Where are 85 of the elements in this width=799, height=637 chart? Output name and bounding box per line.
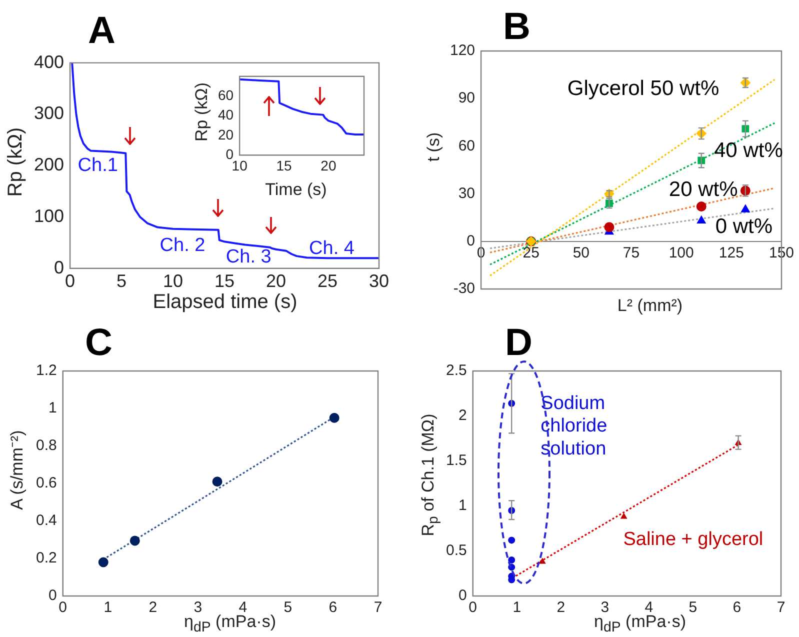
x-tick-label: 75 [622, 244, 640, 262]
series-label: Glycerol 50 wt% [567, 76, 720, 100]
y-tick-label: 20 [218, 126, 234, 142]
y-tick-label: 1.5 [446, 452, 467, 470]
x-tick-label: 50 [572, 244, 590, 262]
point [604, 222, 614, 232]
y-tick-label: 40 [218, 106, 234, 123]
x-tick-label: 30 [368, 271, 390, 292]
x-tick-label: 5 [284, 599, 292, 616]
annotation: Ch. 4 [309, 238, 355, 260]
chart-title: D [505, 322, 532, 364]
point [329, 412, 340, 423]
point [696, 216, 706, 224]
y-tick-label: 60 [218, 86, 234, 103]
y-tick-label: 1 [458, 497, 467, 514]
annotation: Ch. 2 [160, 235, 206, 256]
y-tick-label: 0.4 [36, 512, 57, 530]
annotation: Ch.1 [78, 154, 118, 176]
y-axis-title: Rp (kΩ) [4, 127, 28, 197]
y-tick-label: 0.2 [36, 550, 57, 567]
y-tick-label: 0 [54, 257, 64, 278]
x-tick-label: 20 [320, 157, 336, 174]
series-label: Saline + glycerol [623, 528, 764, 550]
annotation: Ch. 3 [226, 246, 272, 268]
x-axis-title: L² (mm²) [617, 296, 683, 316]
series-label: 0 wt% [715, 214, 773, 238]
y-tick-label: 2 [458, 407, 467, 424]
x-axis-title: Elapsed time (s) [152, 291, 298, 314]
x-tick-label: 25 [522, 244, 540, 262]
x-tick-label: 15 [276, 157, 292, 174]
x-tick-label: 20 [266, 271, 286, 292]
y-tick-label: 30 [458, 184, 476, 202]
chart-title: B [503, 6, 530, 48]
y-tick-label: 200 [34, 154, 64, 175]
x-tick-label: 5 [688, 599, 698, 616]
y-tick-label: 0 [48, 587, 57, 604]
x-tick-label: 2 [556, 599, 566, 616]
y-tick-label: 300 [34, 103, 64, 124]
y-tick-label: 2.5 [446, 362, 467, 380]
y-axis-title: t (s) [424, 132, 444, 162]
x-tick-label: 10 [163, 271, 184, 292]
point [212, 476, 222, 487]
x-axis-title: Time (s) [265, 180, 327, 200]
series-label: 40 wt% [714, 138, 783, 162]
chart-title: C [85, 322, 112, 364]
x-tick-label: 15 [214, 271, 235, 292]
y-tick-label: 0.6 [36, 474, 57, 492]
y-tick-label: 100 [34, 206, 64, 226]
y-tick-label: 1.2 [36, 362, 57, 380]
y-axis-title: A (s/mm⁻²) [6, 430, 28, 510]
y-tick-label: 0 [466, 232, 476, 250]
point [539, 558, 546, 564]
x-tick-label: 1 [104, 599, 112, 616]
x-tick-label: 10 [232, 157, 248, 174]
x-tick-label: 125 [718, 244, 744, 262]
series-label: 20 wt% [668, 178, 738, 202]
y-tick-label: 0.5 [446, 542, 467, 560]
point [620, 513, 627, 519]
y-tick-label: 120 [450, 42, 476, 60]
y-tick-label: 1 [48, 400, 57, 417]
point [130, 536, 140, 546]
y-tick-label: 0 [226, 146, 234, 162]
x-tick-label: 2 [148, 599, 158, 616]
y-tick-label: 90 [458, 90, 476, 107]
x-tick-label: 5 [116, 271, 127, 292]
x-tick-label: 6 [732, 599, 742, 616]
x-tick-label: 1 [512, 599, 522, 616]
point [696, 201, 706, 212]
point [508, 536, 516, 544]
series-label: Sodium chloride solution [540, 392, 608, 460]
y-tick-label: 400 [34, 52, 64, 72]
point [741, 204, 750, 212]
y-tick-label: -30 [453, 280, 476, 298]
x-tick-label: 7 [776, 599, 786, 616]
y-axis-title: Rp (kΩ) [192, 82, 212, 142]
x-tick-label: 7 [374, 599, 382, 616]
point [98, 557, 108, 568]
x-tick-label: 100 [668, 244, 694, 262]
point [508, 556, 516, 564]
chart-title: A [88, 10, 116, 52]
y-tick-label: 0.8 [36, 437, 57, 454]
x-tick-label: 6 [328, 599, 338, 616]
y-tick-label: 0 [458, 587, 467, 604]
x-tick-label: 25 [317, 271, 338, 292]
y-tick-label: 60 [458, 137, 476, 154]
